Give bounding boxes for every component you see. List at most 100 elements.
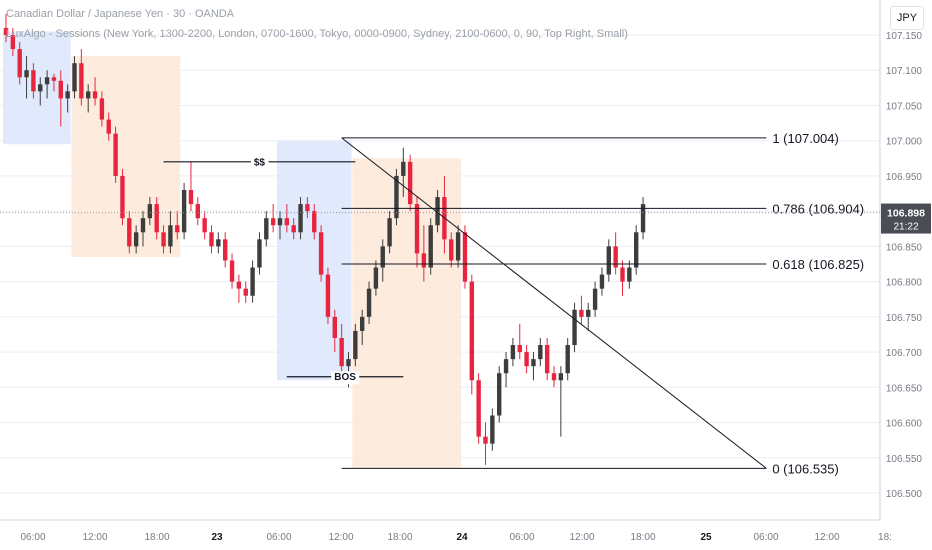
candle-body xyxy=(640,204,646,233)
candle-body xyxy=(325,274,331,317)
time-tick-label: 12:00 xyxy=(328,532,353,543)
session-boxes xyxy=(3,31,462,469)
fib-trend-line xyxy=(341,137,767,469)
candle-body xyxy=(86,91,91,99)
candle-body xyxy=(353,330,358,360)
candle-body xyxy=(332,316,337,338)
candle-body xyxy=(497,373,502,416)
candle-body xyxy=(120,175,125,219)
candle-body xyxy=(38,84,43,92)
candle-body xyxy=(216,239,221,247)
price-tick-label: 106.500 xyxy=(886,489,923,500)
time-tick-label: 18:00 xyxy=(144,532,169,543)
candle-body xyxy=(175,225,180,233)
candle-body xyxy=(270,218,276,226)
symbol-title: Canadian Dollar / Japanese Yen · 30 · OA… xyxy=(6,8,235,20)
time-tick-label: 12:00 xyxy=(569,532,594,543)
fib-level-label: 0.618 (106.825) xyxy=(772,257,864,272)
candle-body xyxy=(229,260,235,282)
candle-body xyxy=(264,218,269,240)
fib-level-label: 1 (107.004) xyxy=(772,131,839,146)
candle-body xyxy=(449,239,454,261)
candle-body xyxy=(339,337,344,367)
time-tick-label: 12:00 xyxy=(82,532,107,543)
candle-body xyxy=(538,345,543,360)
candle-body xyxy=(503,359,509,374)
candle-body xyxy=(462,232,468,282)
price-tick-label: 106.950 xyxy=(886,172,923,183)
candle-body xyxy=(92,91,98,99)
time-tick-label: 24 xyxy=(456,532,468,543)
candle-body xyxy=(490,415,495,444)
candle-body xyxy=(10,35,16,50)
candle-body xyxy=(483,436,488,444)
candle-body xyxy=(414,204,420,254)
candle-body xyxy=(366,288,372,317)
candle-body xyxy=(634,232,639,268)
candle-body xyxy=(17,49,22,78)
candle-body xyxy=(360,316,365,331)
bos-label: BOS xyxy=(334,372,356,383)
candle-body xyxy=(476,380,481,437)
currency-button[interactable]: JPY xyxy=(890,6,924,30)
session-box-tokyo xyxy=(277,140,352,381)
candle-body xyxy=(469,281,474,381)
session-box-london xyxy=(71,56,181,257)
candle-body xyxy=(510,345,516,360)
candle-body xyxy=(58,80,63,99)
time-tick-label: 18:00 xyxy=(630,532,655,543)
fib-level-label: 0 (106.535) xyxy=(772,461,839,476)
candle-body xyxy=(455,232,461,261)
fib-level-label: 0.786 (106.904) xyxy=(772,201,864,216)
price-tick-label: 106.600 xyxy=(886,419,923,430)
candle-body xyxy=(613,246,618,268)
candle-body xyxy=(154,204,159,233)
price-tick-label: 106.750 xyxy=(886,313,923,324)
price-tick-label: 106.550 xyxy=(886,454,923,465)
candle-body xyxy=(161,232,166,247)
time-tick-label: 12:00 xyxy=(814,532,839,543)
candle-body xyxy=(620,267,625,282)
candle-body xyxy=(346,359,351,367)
candle-body xyxy=(223,239,228,261)
current-price-label: 106.898 xyxy=(887,208,925,220)
price-tick-label: 107.100 xyxy=(886,66,923,77)
candle-body xyxy=(79,63,84,99)
candle-body xyxy=(133,232,139,247)
price-tick-label: 107.000 xyxy=(886,137,923,148)
price-tick-label: 106.800 xyxy=(886,278,923,289)
candle-body xyxy=(181,190,187,233)
time-tick-label: 06:00 xyxy=(509,532,534,543)
candle-body xyxy=(250,267,255,296)
candle-body xyxy=(421,253,427,268)
candle-body xyxy=(195,204,200,219)
time-tick-label: 18: xyxy=(878,532,892,543)
candle-body xyxy=(31,70,36,92)
candle-body xyxy=(579,309,584,317)
candle-body xyxy=(312,211,317,233)
price-tick-label: 106.700 xyxy=(886,348,923,359)
candle-body xyxy=(72,63,77,92)
candle-body xyxy=(517,345,522,353)
candle-body xyxy=(140,218,146,233)
liquidity-label: $$ xyxy=(254,157,266,168)
candle-body xyxy=(99,98,105,120)
candle-body xyxy=(305,204,310,212)
time-tick-label: 18:00 xyxy=(387,532,412,543)
current-price-tag xyxy=(881,203,931,234)
candle-body xyxy=(572,309,577,346)
candle-body xyxy=(373,267,379,289)
candles xyxy=(3,13,646,465)
candle-body xyxy=(592,288,598,310)
time-tick-label: 06:00 xyxy=(20,532,45,543)
candle-body xyxy=(24,70,29,78)
candle-body xyxy=(3,27,9,35)
candle-body xyxy=(586,309,591,317)
candle-body xyxy=(236,281,242,289)
candle-body xyxy=(524,352,529,367)
candle-body xyxy=(435,197,440,226)
time-tick-label: 23 xyxy=(211,532,223,543)
